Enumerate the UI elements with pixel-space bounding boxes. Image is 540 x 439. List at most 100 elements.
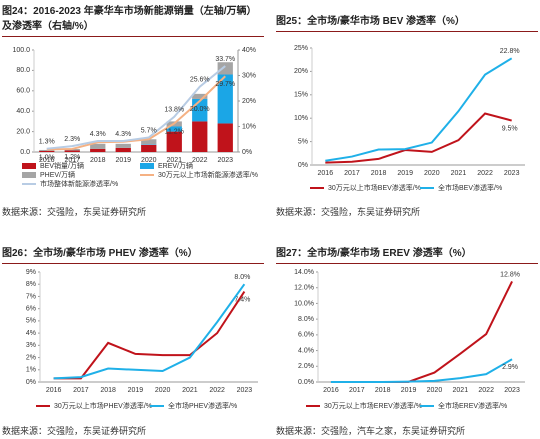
legend-label: 30万元以上市场BEV渗透率/% bbox=[328, 183, 421, 192]
x-tick-label: 2019 bbox=[128, 387, 144, 394]
legend-label: 30万元以上市场EREV渗透率/% bbox=[324, 401, 422, 410]
y-tick-label: 25% bbox=[294, 45, 308, 52]
bar bbox=[141, 139, 157, 145]
line bbox=[53, 283, 246, 380]
y-tick-label: 3% bbox=[26, 342, 36, 349]
bar bbox=[141, 144, 157, 152]
x-tick-label: 2017 bbox=[64, 157, 80, 164]
legend-label: 全市场PHEV渗透率/% bbox=[168, 401, 237, 410]
chart-title: 图27：全市场/豪华市场 EREV 渗透率（%） bbox=[276, 246, 538, 264]
x-tick-label: 2020 bbox=[424, 170, 440, 177]
y-tick-label: 4.0% bbox=[298, 347, 314, 354]
legend-label: 市场整体新能源渗透率/% bbox=[40, 179, 118, 188]
y-tick-label: 15% bbox=[294, 92, 308, 99]
y-tick-label: 5% bbox=[26, 318, 36, 325]
line bbox=[330, 280, 513, 383]
y-tick-label: 0% bbox=[298, 162, 308, 169]
data-label: 29.7% bbox=[215, 81, 235, 88]
y-tick-label: 1% bbox=[26, 367, 36, 374]
legend-label: EREV/万辆 bbox=[158, 161, 193, 170]
y-tick-label: 10% bbox=[294, 115, 308, 122]
data-label: 22.8% bbox=[500, 48, 520, 55]
chart-title: 图25：全市场/豪华市场 BEV 渗透率（%） bbox=[276, 14, 538, 32]
x-tick-label: 2019 bbox=[401, 387, 417, 394]
bar bbox=[39, 150, 55, 152]
y-tick-label: 12.0% bbox=[294, 285, 314, 292]
x-tick-label: 2019 bbox=[115, 157, 131, 164]
data-label: 4.3% bbox=[90, 131, 106, 138]
x-tick-label: 2020 bbox=[141, 157, 157, 164]
line bbox=[46, 75, 226, 151]
y-tick-label: 8% bbox=[26, 281, 36, 288]
legend-swatch bbox=[22, 172, 36, 178]
bar bbox=[141, 144, 157, 145]
data-label: 2.3% bbox=[64, 136, 80, 143]
x-tick-label: 2022 bbox=[192, 157, 208, 164]
source-note: 数据来源：交强险，东吴证券研究所 bbox=[2, 426, 147, 436]
y-tick-label: 14.0% bbox=[294, 269, 314, 276]
y-tick-label: 0.0 bbox=[20, 149, 30, 156]
bar bbox=[64, 150, 80, 152]
y2-tick-label: 20% bbox=[242, 98, 256, 105]
x-tick-label: 2022 bbox=[478, 387, 494, 394]
x-tick-label: 2017 bbox=[349, 387, 365, 394]
data-label: 8.0% bbox=[234, 274, 250, 281]
source-note: 数据来源：交强险，东吴证券研究所 bbox=[276, 207, 421, 217]
data-label: 33.7% bbox=[215, 56, 235, 63]
x-tick-label: 2020 bbox=[427, 387, 443, 394]
y-tick-label: 6.0% bbox=[298, 332, 314, 339]
bar bbox=[166, 131, 182, 152]
legend-swatch bbox=[140, 163, 154, 169]
y-tick-label: 0% bbox=[26, 379, 36, 386]
x-tick-label: 2022 bbox=[209, 387, 225, 394]
y-tick-label: 7% bbox=[26, 293, 36, 300]
bar bbox=[217, 123, 233, 152]
y2-tick-label: 40% bbox=[242, 47, 256, 54]
x-tick-label: 2022 bbox=[477, 170, 493, 177]
x-tick-label: 2018 bbox=[90, 157, 106, 164]
y2-tick-label: 30% bbox=[242, 72, 256, 79]
x-tick-label: 2021 bbox=[182, 387, 198, 394]
bar bbox=[39, 149, 55, 151]
data-label: 5.7% bbox=[141, 127, 157, 134]
x-tick-label: 2018 bbox=[100, 387, 116, 394]
bar bbox=[192, 93, 208, 99]
bar bbox=[166, 126, 182, 132]
bar bbox=[115, 147, 131, 152]
y-tick-label: 2.0% bbox=[298, 363, 314, 370]
line bbox=[325, 57, 513, 162]
bar bbox=[192, 121, 208, 152]
y-tick-label: 0.0% bbox=[298, 379, 314, 386]
y-tick-label: 4% bbox=[26, 330, 36, 337]
x-tick-label: 2021 bbox=[451, 170, 467, 177]
y-tick-label: 6% bbox=[26, 306, 36, 313]
y-tick-label: 9% bbox=[26, 269, 36, 276]
y2-tick-label: 0% bbox=[242, 149, 252, 156]
legend-label: 30万元以上市场新能源渗透率/% bbox=[158, 170, 258, 179]
x-tick-label: 2016 bbox=[323, 387, 339, 394]
y-tick-label: 20.0 bbox=[16, 128, 30, 135]
y-tick-label: 5% bbox=[298, 138, 308, 145]
legend-label: 30万元以上市场PHEV渗透率/% bbox=[54, 401, 152, 410]
y-tick-label: 8.0% bbox=[298, 316, 314, 323]
legend-swatch bbox=[22, 163, 36, 169]
x-tick-label: 2020 bbox=[155, 387, 171, 394]
chart-title: 图24：2016-2023 年豪华车市场新能源销量（左轴/万辆）及渗透率（右轴/… bbox=[2, 4, 264, 37]
bar bbox=[115, 143, 131, 148]
x-tick-label: 2019 bbox=[397, 170, 413, 177]
data-label: 2.9% bbox=[502, 364, 518, 371]
data-label: 4.3% bbox=[115, 131, 131, 138]
data-label: 7.4% bbox=[234, 296, 250, 303]
data-label: 1.0% bbox=[39, 154, 55, 161]
bar bbox=[90, 148, 106, 152]
x-tick-label: 2021 bbox=[166, 157, 182, 164]
y-tick-label: 2% bbox=[26, 354, 36, 361]
x-tick-label: 2018 bbox=[371, 170, 387, 177]
source-note: 数据来源：交强险，汽车之家，东吴证券研究所 bbox=[276, 426, 466, 436]
x-tick-label: 2023 bbox=[237, 387, 253, 394]
legend-label: 全市场EREV渗透率/% bbox=[438, 401, 507, 410]
y-tick-label: 20% bbox=[294, 68, 308, 75]
y-tick-label: 80.0 bbox=[16, 67, 30, 74]
x-tick-label: 2021 bbox=[453, 387, 469, 394]
source-note: 数据来源：交强险，东吴证券研究所 bbox=[2, 207, 147, 217]
